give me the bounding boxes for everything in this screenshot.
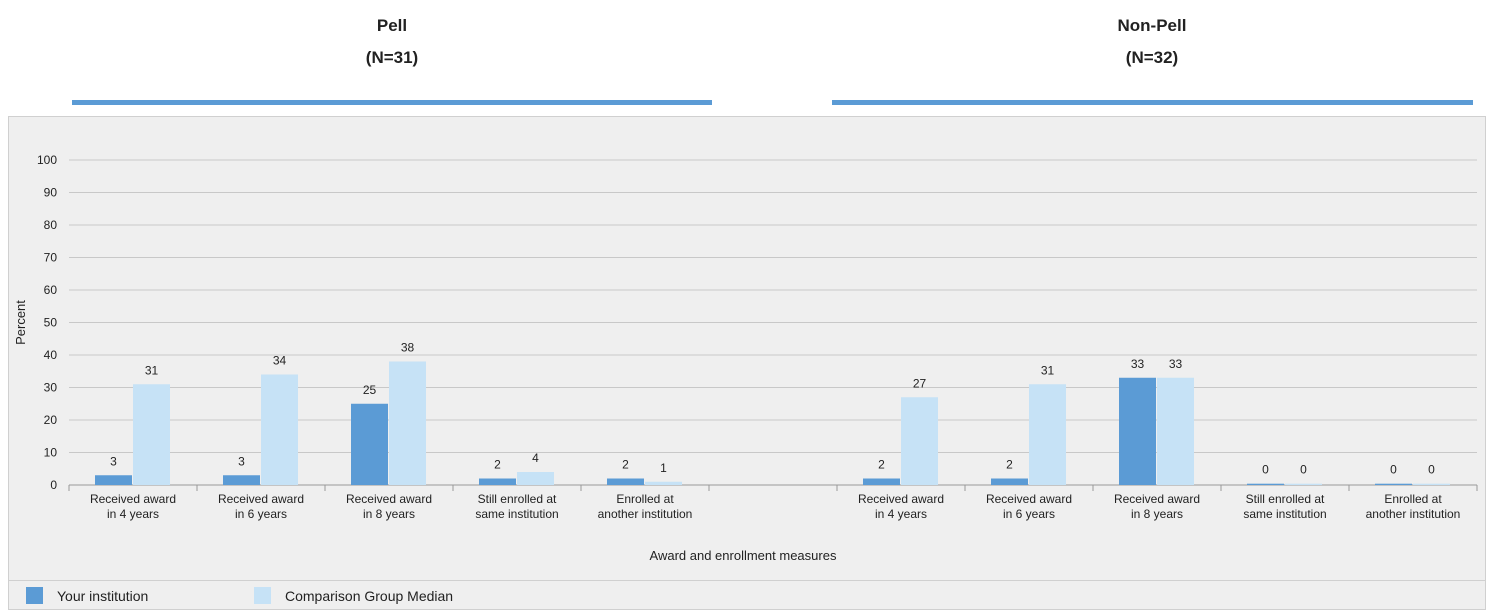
- legend-item-comparison-median: Comparison Group Median: [254, 587, 453, 604]
- y-tick-label-100: 100: [37, 153, 57, 167]
- data-label-comparison-median-10: 0: [1428, 463, 1435, 477]
- pell-group-header: Pell (N=31): [72, 10, 712, 74]
- data-label-your-institution-6: 2: [878, 458, 885, 472]
- x-category-label-10-line1: Enrolled at: [1384, 492, 1442, 506]
- bar-comparison-median-2: [389, 361, 426, 485]
- bar-comparison-median-1: [261, 374, 298, 485]
- y-tick-label-90: 90: [44, 186, 58, 200]
- data-label-comparison-median-4: 1: [660, 461, 667, 475]
- chart-legend: Your institution Comparison Group Median: [8, 580, 1486, 613]
- x-category-label-6-line1: Received award: [858, 492, 944, 506]
- data-label-comparison-median-6: 27: [913, 376, 927, 390]
- data-label-your-institution-2: 25: [363, 383, 377, 397]
- data-label-comparison-median-1: 34: [273, 354, 287, 368]
- x-category-label-8-line2: in 8 years: [1131, 507, 1183, 521]
- y-tick-label-10: 10: [44, 446, 58, 460]
- x-category-label-7-line2: in 6 years: [1003, 507, 1055, 521]
- x-category-label-3-line1: Still enrolled at: [478, 492, 557, 506]
- legend-swatch-your-institution: [26, 587, 43, 604]
- y-tick-label-0: 0: [50, 478, 57, 492]
- x-category-label-0-line1: Received award: [90, 492, 176, 506]
- bar-your-institution-1: [223, 475, 260, 485]
- x-category-label-9-line1: Still enrolled at: [1246, 492, 1325, 506]
- bar-your-institution-2: [351, 403, 388, 485]
- data-label-your-institution-8: 33: [1131, 357, 1145, 371]
- x-category-label-10-line2: another institution: [1366, 507, 1461, 521]
- non-pell-group-title: Non-Pell: [1117, 16, 1187, 35]
- x-category-label-9-line2: same institution: [1243, 507, 1326, 521]
- pell-group-title: Pell: [376, 16, 408, 35]
- bar-your-institution-9: [1247, 483, 1284, 485]
- data-label-your-institution-7: 2: [1006, 458, 1013, 472]
- y-tick-label-40: 40: [44, 348, 58, 362]
- legend-item-your-institution: Your institution: [26, 587, 148, 604]
- bar-comparison-median-7: [1029, 384, 1066, 485]
- x-category-label-1-line2: in 6 years: [235, 507, 287, 521]
- pell-group-rule: [72, 100, 712, 105]
- bar-your-institution-8: [1119, 377, 1156, 485]
- bar-your-institution-4: [607, 478, 644, 485]
- bar-your-institution-10: [1375, 483, 1412, 485]
- y-axis-title: Percent: [13, 300, 28, 345]
- bar-your-institution-3: [479, 478, 516, 485]
- data-label-comparison-median-2: 38: [401, 341, 415, 355]
- data-label-comparison-median-8: 33: [1169, 357, 1183, 371]
- x-category-label-6-line2: in 4 years: [875, 507, 927, 521]
- legend-label-comparison-median: Comparison Group Median: [285, 587, 454, 604]
- bar-comparison-median-4: [645, 481, 682, 485]
- bar-comparison-median-9: [1285, 483, 1322, 485]
- non-pell-group-header: Non-Pell (N=32): [832, 10, 1472, 74]
- bar-your-institution-7: [991, 478, 1028, 485]
- bar-your-institution-0: [95, 475, 132, 485]
- bar-comparison-median-3: [517, 472, 554, 485]
- legend-swatch-comparison-median: [254, 587, 271, 604]
- bar-comparison-median-10: [1413, 483, 1450, 485]
- data-label-comparison-median-3: 4: [532, 451, 539, 465]
- x-axis-title: Award and enrollment measures: [650, 548, 837, 563]
- bar-your-institution-6: [863, 478, 900, 485]
- y-tick-label-70: 70: [44, 251, 58, 265]
- x-category-label-2-line2: in 8 years: [363, 507, 415, 521]
- data-label-your-institution-1: 3: [238, 454, 245, 468]
- x-category-label-1-line1: Received award: [218, 492, 304, 506]
- data-label-comparison-median-0: 31: [145, 363, 159, 377]
- y-tick-label-20: 20: [44, 413, 58, 427]
- y-tick-label-30: 30: [44, 381, 58, 395]
- x-category-label-0-line2: in 4 years: [107, 507, 159, 521]
- x-category-label-4-line1: Enrolled at: [616, 492, 674, 506]
- data-label-your-institution-10: 0: [1390, 463, 1397, 477]
- data-label-comparison-median-9: 0: [1300, 463, 1307, 477]
- non-pell-group-rule: [832, 100, 1473, 105]
- data-label-your-institution-9: 0: [1262, 463, 1269, 477]
- pell-group-count: (N=31): [365, 48, 419, 67]
- y-tick-label-80: 80: [44, 218, 58, 232]
- x-category-label-2-line1: Received award: [346, 492, 432, 506]
- y-tick-label-50: 50: [44, 316, 58, 330]
- data-label-your-institution-3: 2: [494, 458, 501, 472]
- x-category-label-8-line1: Received award: [1114, 492, 1200, 506]
- x-category-label-4-line2: another institution: [598, 507, 693, 521]
- y-tick-label-60: 60: [44, 283, 58, 297]
- data-label-your-institution-4: 2: [622, 458, 629, 472]
- data-label-comparison-median-7: 31: [1041, 363, 1055, 377]
- legend-label-your-institution: Your institution: [57, 587, 149, 604]
- bar-comparison-median-0: [133, 384, 170, 485]
- non-pell-group-count: (N=32): [1125, 48, 1179, 67]
- data-label-your-institution-0: 3: [110, 454, 117, 468]
- bar-comparison-median-6: [901, 397, 938, 485]
- x-category-label-7-line1: Received award: [986, 492, 1072, 506]
- chart-panel: 0 10 20 30 40 50 60 70 80 90 100 3 31 Received award i…: [8, 116, 1486, 610]
- bar-comparison-median-8: [1157, 377, 1194, 485]
- x-category-label-3-line2: same institution: [475, 507, 558, 521]
